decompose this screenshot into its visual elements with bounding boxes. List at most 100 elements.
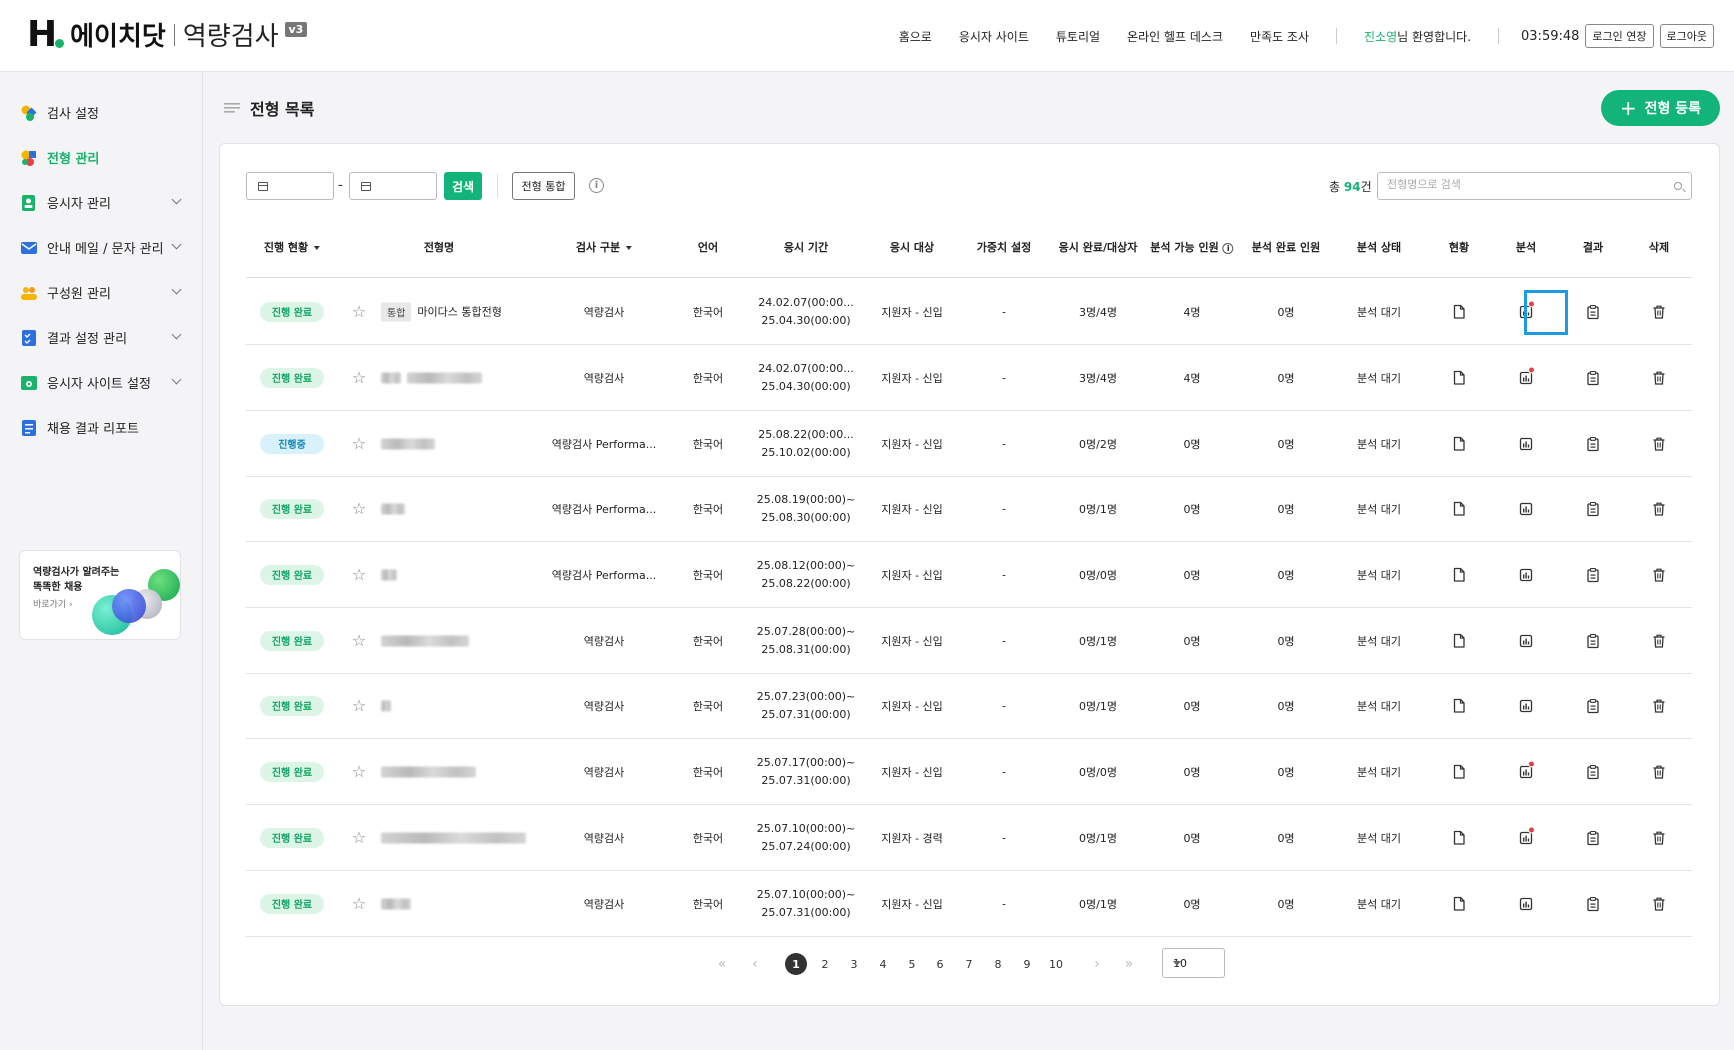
clipboard-icon[interactable] — [1586, 304, 1600, 319]
banner-link[interactable]: 바로가기 › — [33, 600, 73, 610]
start-date-input[interactable] — [246, 172, 334, 200]
trash-icon[interactable] — [1652, 764, 1666, 779]
document-icon[interactable] — [1452, 764, 1466, 779]
table-row[interactable]: 진행 완료 ☆ 역량검사 Performa... 한국어 25.08.12(00:00)… — [246, 542, 1692, 608]
name-cell[interactable] — [381, 898, 411, 909]
clipboard-icon[interactable] — [1586, 830, 1600, 845]
name-cell[interactable]: 통합 마이다스 통합전형 — [381, 302, 502, 321]
page-5[interactable]: 5 — [908, 957, 916, 971]
page-10[interactable]: 10 — [1049, 957, 1063, 971]
document-icon[interactable] — [1452, 436, 1466, 451]
merge-screening-button[interactable]: 전형 통합 — [512, 172, 575, 200]
page-2[interactable]: 2 — [821, 957, 829, 971]
star-icon[interactable]: ☆ — [351, 367, 367, 387]
sidebar-item-mail[interactable]: 안내 메일 / 문자 관리 — [20, 238, 182, 257]
end-date-input[interactable] — [349, 172, 437, 200]
page-size-select[interactable]: 10 — [1162, 948, 1225, 978]
col-type[interactable]: 검사 구분 — [576, 239, 633, 255]
name-cell[interactable] — [381, 569, 397, 580]
sidebar-item-screening[interactable]: 전형 관리 — [20, 148, 180, 167]
info-icon[interactable]: i — [1222, 242, 1234, 254]
star-icon[interactable]: ☆ — [351, 630, 367, 650]
promo-banner[interactable]: 역량검사가 알려주는 똑똑한 채용 바로가기 › — [19, 550, 181, 640]
bar-chart-icon[interactable] — [1519, 633, 1533, 648]
table-row[interactable]: 진행 완료 ☆ 역량검사 한국어 24.02.07(00:00... 25.04.30(0… — [246, 345, 1692, 411]
table-row[interactable]: 진행 완료 ☆ 역량검사 한국어 25.07.17(00:00)~ 25.07.31(00… — [246, 739, 1692, 805]
name-cell[interactable] — [381, 438, 435, 449]
bar-chart-icon[interactable] — [1519, 501, 1533, 516]
document-icon[interactable] — [1452, 698, 1466, 713]
sidebar-item-result-settings[interactable]: 결과 설정 관리 — [20, 328, 182, 347]
clipboard-icon[interactable] — [1586, 764, 1600, 779]
prev-page-button[interactable]: ‹ — [752, 956, 758, 972]
document-icon[interactable] — [1452, 830, 1466, 845]
trash-icon[interactable] — [1652, 304, 1666, 319]
table-row[interactable]: 진행 완료 ☆ 통합 마이다스 통합전형 역량검사 한국어 24.02.07(00:00..… — [246, 279, 1692, 345]
sidebar-item-test-settings[interactable]: 검사 설정 — [20, 103, 180, 122]
clipboard-icon[interactable] — [1586, 501, 1600, 516]
trash-icon[interactable] — [1652, 370, 1666, 385]
star-icon[interactable]: ☆ — [351, 827, 367, 847]
name-cell[interactable] — [381, 832, 526, 843]
trash-icon[interactable] — [1652, 567, 1666, 582]
col-status[interactable]: 진행 현황 — [264, 239, 321, 255]
document-icon[interactable] — [1452, 501, 1466, 516]
nav-survey[interactable]: 만족도 조사 — [1250, 29, 1310, 44]
bar-chart-icon[interactable] — [1519, 760, 1535, 779]
search-input[interactable] — [1387, 179, 1657, 191]
page-4[interactable]: 4 — [879, 957, 887, 971]
table-row[interactable]: 진행 완료 ☆ 역량검사 Performa... 한국어 25.08.19(00:00)… — [246, 476, 1692, 542]
page-6[interactable]: 6 — [936, 957, 944, 971]
document-icon[interactable] — [1452, 633, 1466, 648]
page-3[interactable]: 3 — [850, 957, 858, 971]
sidebar-item-site-settings[interactable]: 응시자 사이트 설정 — [20, 373, 182, 392]
bar-chart-icon[interactable] — [1519, 896, 1533, 911]
clipboard-icon[interactable] — [1586, 370, 1600, 385]
first-page-button[interactable]: « — [717, 956, 727, 972]
page-8[interactable]: 8 — [994, 957, 1002, 971]
clipboard-icon[interactable] — [1586, 567, 1600, 582]
clipboard-icon[interactable] — [1586, 633, 1600, 648]
star-icon[interactable]: ☆ — [351, 695, 367, 715]
trash-icon[interactable] — [1652, 698, 1666, 713]
logo[interactable]: H 에이치닷 역량검사 v3 — [27, 16, 308, 53]
search-box[interactable] — [1377, 172, 1692, 200]
nav-home[interactable]: 홈으로 — [898, 29, 932, 44]
trash-icon[interactable] — [1652, 501, 1666, 516]
table-row[interactable]: 진행 완료 ☆ 역량검사 한국어 25.07.28(00:00)~ 25.08.31(00… — [246, 608, 1692, 674]
table-row[interactable]: 진행 완료 ☆ 역량검사 한국어 25.07.23(00:00)~ 25.07.31(00… — [246, 673, 1692, 739]
trash-icon[interactable] — [1652, 633, 1666, 648]
star-icon[interactable]: ☆ — [351, 564, 367, 584]
star-icon[interactable]: ☆ — [351, 301, 367, 321]
clipboard-icon[interactable] — [1586, 698, 1600, 713]
search-button[interactable]: 검색 — [444, 172, 482, 200]
register-screening-button[interactable]: + 전형 등록 — [1601, 90, 1720, 126]
search-icon[interactable] — [1674, 182, 1682, 190]
table-row[interactable]: 진행중 ☆ 역량검사 Performa... 한국어 25.08.22(00:00...… — [246, 411, 1692, 477]
sidebar-item-report[interactable]: 채용 결과 리포트 — [20, 418, 180, 437]
page-9[interactable]: 9 — [1023, 957, 1031, 971]
clipboard-icon[interactable] — [1586, 896, 1600, 911]
table-row[interactable]: 진행 완료 ☆ 역량검사 한국어 25.07.10(00:00)~ 25.07.31(00… — [246, 871, 1692, 937]
clipboard-icon[interactable] — [1586, 436, 1600, 451]
nav-applicant-site[interactable]: 응시자 사이트 — [958, 29, 1029, 44]
name-cell[interactable] — [381, 503, 405, 514]
star-icon[interactable]: ☆ — [351, 498, 367, 518]
bar-chart-icon[interactable] — [1519, 366, 1535, 385]
star-icon[interactable]: ☆ — [351, 893, 367, 913]
trash-icon[interactable] — [1652, 896, 1666, 911]
next-page-button[interactable]: › — [1094, 956, 1100, 972]
name-cell[interactable] — [381, 372, 482, 383]
table-row[interactable]: 진행 완료 ☆ 역량검사 한국어 25.07.10(00:00)~ 25.07.24(00… — [246, 805, 1692, 871]
document-icon[interactable] — [1452, 370, 1466, 385]
last-page-button[interactable]: » — [1124, 956, 1134, 972]
sidebar-item-members[interactable]: 구성원 관리 — [20, 283, 182, 302]
page-1[interactable]: 1 — [785, 953, 807, 975]
screening-name[interactable]: 마이다스 통합전형 — [417, 305, 502, 319]
info-icon[interactable]: i — [589, 178, 604, 193]
bar-chart-icon[interactable] — [1519, 698, 1533, 713]
bar-chart-icon[interactable] — [1519, 567, 1533, 582]
name-cell[interactable] — [381, 635, 469, 646]
nav-help-desk[interactable]: 온라인 헬프 데스크 — [1127, 29, 1223, 44]
star-icon[interactable]: ☆ — [351, 761, 367, 781]
